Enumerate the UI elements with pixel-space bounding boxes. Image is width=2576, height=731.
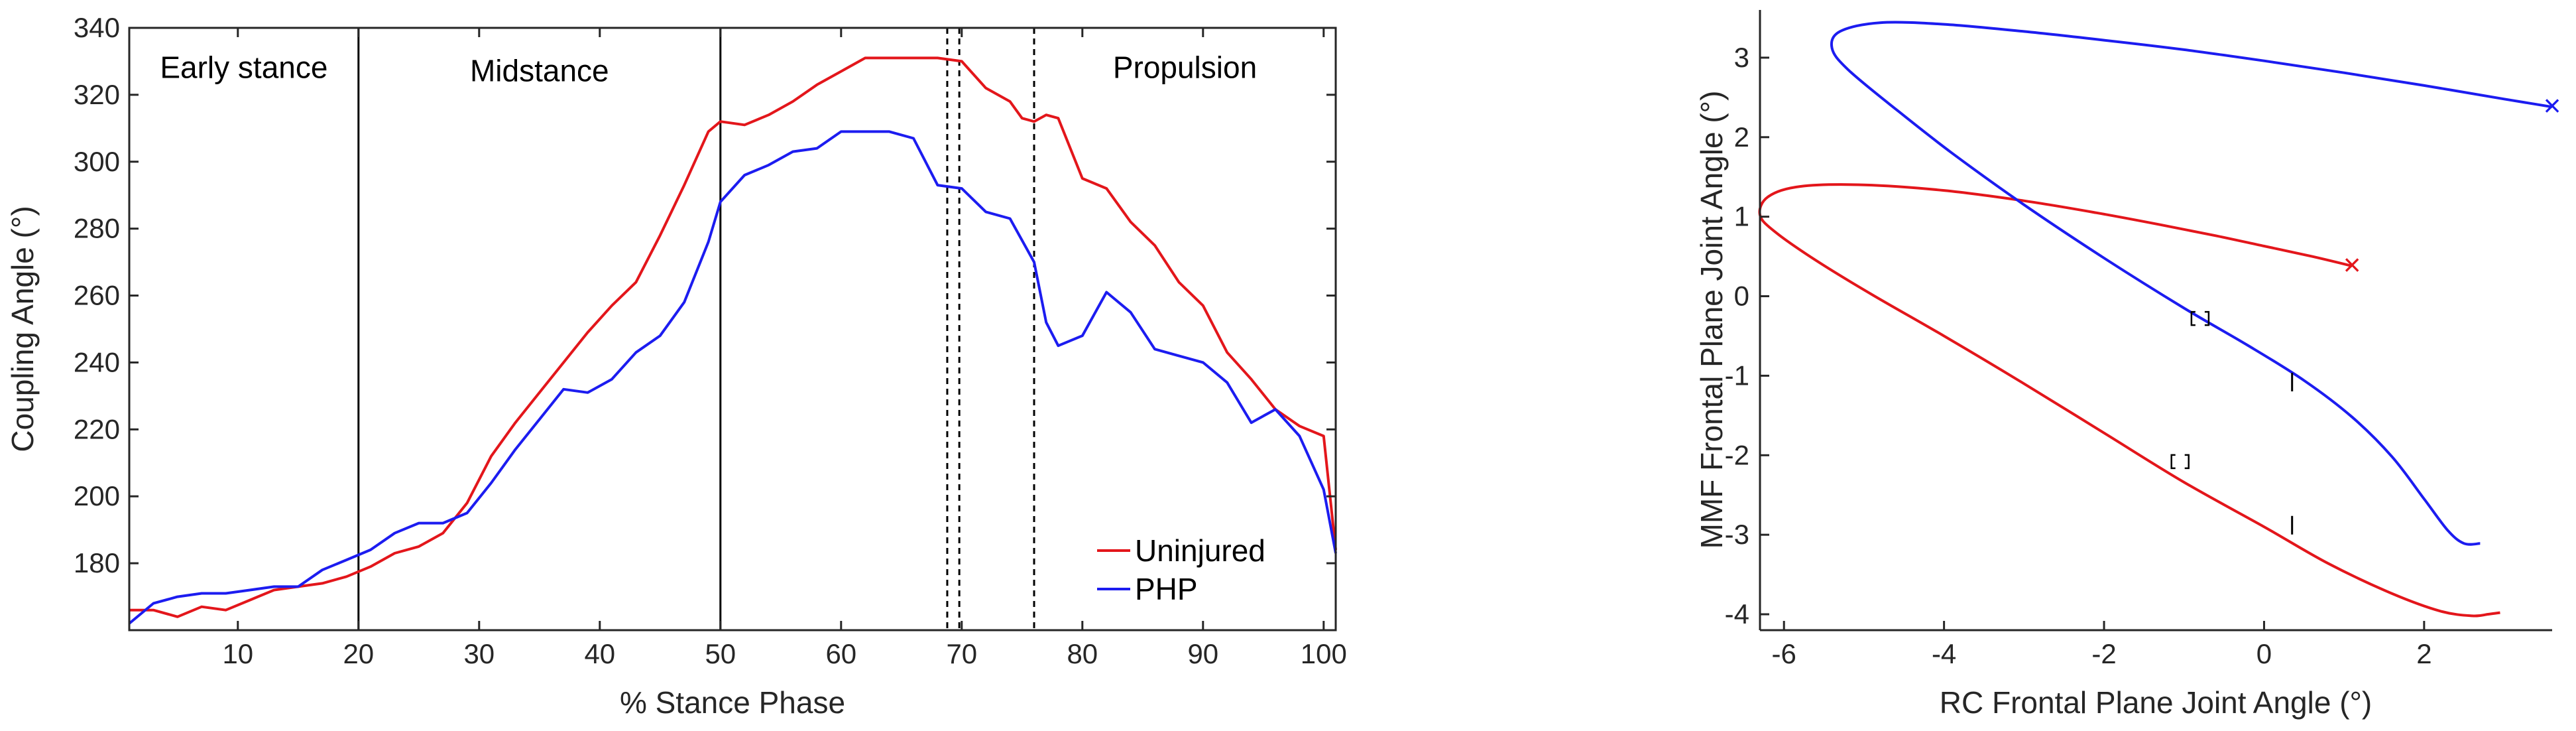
trajectory-red [1758,183,2500,618]
rx-tick-label--6: -6 [1772,638,1796,669]
legend-label-uninjured: Uninjured [1135,533,1265,568]
left-x-axis-title: % Stance Phase [620,685,845,720]
end-marker-0: × [2343,247,2361,282]
series-line-php [128,130,1337,625]
ry-tick-label-3: 3 [1734,42,1749,73]
legend-label-php: PHP [1135,572,1198,606]
y-tick-label-320: 320 [74,79,120,110]
x-tick-label-80: 80 [1067,638,1098,669]
x-tick-label-40: 40 [584,638,615,669]
left-legend: Uninjured PHP [1097,533,1265,606]
x-tick-label-70: 70 [946,638,977,669]
series-line-uninjured [129,56,1337,618]
phase-label-1: Midstance [470,54,609,88]
x-tick-label-90: 90 [1187,638,1218,669]
phase-label-2: Propulsion [1113,50,1257,85]
ry-tick-label-0: 0 [1734,281,1749,312]
end-marker-1: × [2544,88,2561,123]
left-axes-box [128,27,1337,631]
left-series-group [128,56,1337,625]
x-tick-label-60: 60 [825,638,856,669]
rx-tick-label--2: -2 [2091,638,2116,669]
left-phase-labels: Early stance Midstance Propulsion [160,50,1257,88]
ry-tick-label--4: -4 [1725,598,1749,630]
right-ticks-group: -6 -4 -2 0 2 -4 -3 -2 -1 0 1 2 3 [1725,42,2432,669]
x-tick-label-50: 50 [705,638,736,669]
y-tick-label-200: 200 [74,480,120,511]
phase-marker-2 [2170,454,2190,470]
left-coupling-angle-chart: 10 20 30 40 50 60 70 80 90 100 180 200 220 240 260 280 3… [5,12,1347,720]
x-tick-label-20: 20 [343,638,374,669]
y-tick-label-240: 240 [74,346,120,377]
y-tick-label-180: 180 [74,547,120,578]
right-y-axis-title: MMF Frontal Plane Joint Angle (°) [1694,91,1729,549]
rx-tick-label-0: 0 [2256,638,2272,669]
ry-tick-label-2: 2 [1734,121,1749,153]
x-tick-label-30: 30 [463,638,495,669]
x-tick-label-100: 100 [1301,638,1347,669]
y-tick-label-220: 220 [74,413,120,444]
y-tick-label-280: 280 [74,213,120,244]
phase-label-0: Early stance [160,50,327,85]
left-ticks-group: 10 20 30 40 50 60 70 80 90 100 180 200 220 240 260 280 3… [74,12,1347,669]
left-plot-area [129,28,1336,630]
left-y-axis-title: Coupling Angle (°) [5,206,40,452]
y-tick-label-260: 260 [74,280,120,311]
phase-marker-0 [2190,310,2210,326]
y-tick-label-340: 340 [74,12,120,43]
right-plot-area [1760,10,2552,630]
ry-tick-label--3: -3 [1725,519,1749,550]
ry-tick-label-1: 1 [1734,201,1749,232]
right-x-axis-title: RC Frontal Plane Joint Angle (°) [1940,685,2372,720]
y-tick-label-300: 300 [74,146,120,177]
rx-tick-label--4: -4 [1932,638,1956,669]
rx-tick-label-2: 2 [2416,638,2431,669]
right-markers-group: ×× [2170,88,2561,535]
trajectory-blue [1830,21,2553,546]
ry-tick-label--1: -1 [1725,360,1749,391]
ry-tick-label--2: -2 [1725,439,1749,470]
left-phase-lines [357,28,1035,630]
right-series-group [1758,21,2553,618]
x-tick-label-10: 10 [222,638,253,669]
